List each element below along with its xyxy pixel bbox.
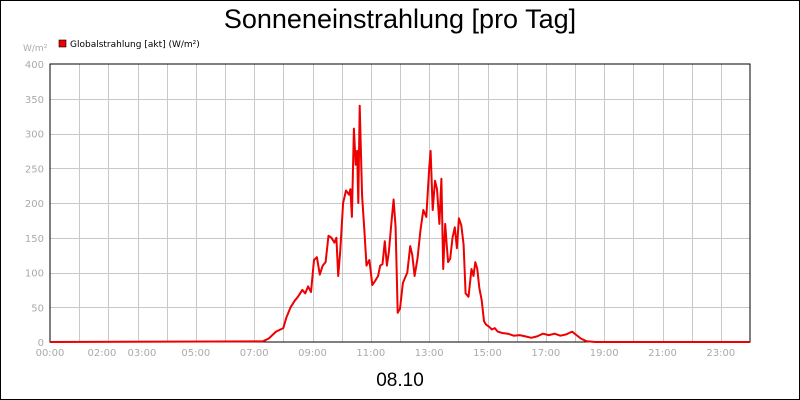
y-tick-label: 0	[38, 338, 44, 349]
x-tick-label: 15:00	[473, 348, 502, 359]
x-tick-label: 17:00	[531, 348, 560, 359]
x-tick-label: 05:00	[181, 348, 210, 359]
y-axis-unit-label: W/m²	[23, 44, 48, 54]
y-tick-label: 300	[25, 130, 44, 141]
x-tick-label: 19:00	[590, 348, 619, 359]
x-tick-label: 02:00	[88, 348, 117, 359]
x-tick-label: 11:00	[356, 348, 385, 359]
x-tick-label: 00:00	[36, 348, 65, 359]
y-tick-label: 250	[25, 164, 44, 175]
y-tick-label: 200	[25, 199, 44, 210]
plot-area	[49, 63, 751, 343]
y-tick-label: 100	[25, 269, 44, 280]
y-axis: 0 50 100 150 200 250 300 350 400	[25, 60, 44, 349]
y-tick-label: 400	[25, 60, 44, 71]
y-tick-label: 350	[25, 95, 44, 106]
x-tick-label: 23:00	[706, 348, 735, 359]
legend-swatch	[58, 39, 67, 48]
x-tick-label: 07:00	[240, 348, 269, 359]
series-line-globalstrahlung	[49, 104, 750, 343]
x-tick-label: 09:00	[298, 348, 327, 359]
legend: Globalstrahlung [akt] (W/m²)	[58, 39, 200, 50]
x-tick-label: 03:00	[128, 348, 157, 359]
x-axis: 00:00 02:00 03:00 05:00 07:00 09:00 11:00 13:00…	[36, 348, 736, 359]
grid	[50, 64, 750, 342]
x-axis-date-label: 08.10	[376, 370, 424, 391]
y-tick-label: 50	[31, 303, 44, 314]
legend-label: Globalstrahlung [akt] (W/m²)	[70, 40, 200, 50]
x-tick-label: 21:00	[648, 348, 677, 359]
chart-title: Sonneneinstrahlung [pro Tag]	[224, 4, 576, 34]
x-tick-label: 13:00	[415, 348, 444, 359]
y-tick-label: 150	[25, 234, 44, 245]
